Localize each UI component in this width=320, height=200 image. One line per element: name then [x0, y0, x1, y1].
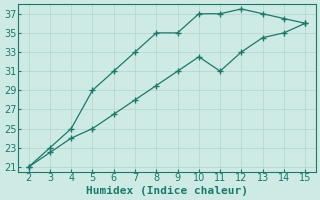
X-axis label: Humidex (Indice chaleur): Humidex (Indice chaleur) [86, 186, 248, 196]
